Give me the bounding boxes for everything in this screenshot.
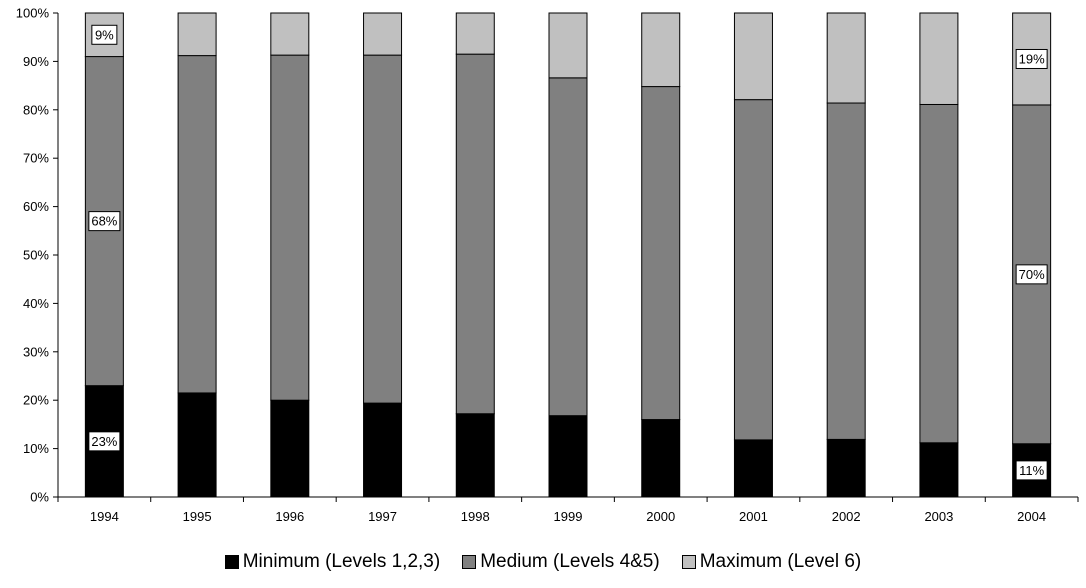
y-axis: 0% 10% 20% 30% 40% 50% 60% 70% 80% 90% 100% [16, 6, 59, 505]
data-label: 23% [91, 434, 117, 449]
bar-segment-minimum-2000 [641, 419, 681, 498]
bar-segment-maximum-2003 [919, 12, 959, 105]
x-tick-label: 1996 [275, 509, 304, 524]
data-label: 70% [1019, 267, 1045, 282]
bar-segment-maximum-2000 [641, 12, 681, 88]
legend: Minimum (Levels 1,2,3) Medium (Levels 4&… [0, 549, 1086, 575]
bar-segment-minimum-1998 [455, 413, 495, 498]
bar-segment-minimum-2002 [826, 438, 866, 498]
data-label-box [88, 211, 121, 232]
bar-segment-minimum-1997 [363, 402, 403, 498]
bar-segment-maximum-2001 [733, 12, 773, 101]
bar-segment-medium-2001 [733, 99, 773, 441]
bar-segment-maximum-2002 [826, 12, 866, 104]
data-label-box [1015, 48, 1048, 69]
y-tick-label: 90% [23, 54, 49, 69]
bar-segment-medium-2003 [919, 103, 959, 444]
x-tick-label: 2000 [646, 509, 675, 524]
legend-label-minimum: Minimum (Levels 1,2,3) [242, 551, 441, 572]
bar-segment-maximum-1995 [177, 12, 217, 57]
x-tick-label: 1997 [368, 509, 397, 524]
bar-segment-maximum-1997 [363, 12, 403, 56]
bars [84, 12, 1052, 498]
data-label-box [1015, 264, 1048, 285]
bar-segment-medium-1999 [548, 77, 588, 417]
y-tick-label: 40% [23, 296, 49, 311]
bar-segment-medium-1996 [270, 54, 310, 401]
y-tick-label: 60% [23, 199, 49, 214]
bar-segment-medium-2000 [641, 86, 681, 421]
bar-segment-minimum-1995 [177, 392, 217, 498]
bar-segment-medium-1995 [177, 55, 217, 394]
legend-item-medium: Medium (Levels 4&5) [462, 551, 660, 573]
bar-segment-maximum-1998 [455, 12, 495, 55]
bar-segment-maximum-1999 [548, 12, 588, 79]
stacked-bar-chart: 0%10%20%30%40%50%60%70%80%90%100% 1994 19… [16, 6, 1079, 524]
bar-segment-medium-2002 [826, 102, 866, 440]
data-label: 68% [91, 214, 117, 229]
bar-segment-minimum-1996 [270, 399, 310, 498]
data-label: 9% [95, 27, 114, 42]
bar-segment-maximum-1996 [270, 12, 310, 56]
x-tick-label: 1999 [554, 509, 583, 524]
x-tick-label: 2002 [832, 509, 861, 524]
legend-label-maximum: Maximum (Level 6) [699, 551, 862, 572]
legend-swatch-maximum [681, 555, 696, 569]
legend-item-minimum: Minimum (Levels 1,2,3) [224, 551, 441, 573]
x-tick-label: 1995 [183, 509, 212, 524]
bar-segment-medium-1997 [363, 54, 403, 404]
bar-segment-minimum-2001 [733, 439, 773, 498]
y-tick-label: 20% [23, 393, 49, 408]
y-tick-label: 80% [23, 102, 49, 117]
data-label-box [1015, 460, 1048, 481]
y-tick-label: 70% [23, 151, 49, 166]
x-tick-label: 1994 [90, 509, 119, 524]
bar-segment-minimum-1999 [548, 415, 588, 498]
data-label: 11% [1019, 463, 1044, 478]
y-tick-label: 30% [23, 344, 49, 359]
y-tick-label: 10% [23, 441, 49, 456]
y-tick-label: 0% [30, 490, 49, 505]
legend-swatch-medium [462, 555, 477, 569]
x-axis: 1994 1995 1996 1997 1998 1999 2000 2001 2002 2003… [57, 496, 1079, 524]
x-tick-label: 1998 [461, 509, 490, 524]
x-tick-label: 2001 [739, 509, 768, 524]
data-label-box [88, 431, 121, 452]
y-tick-label: 50% [23, 248, 49, 263]
legend-label-medium: Medium (Levels 4&5) [480, 551, 660, 572]
data-labels: 23% 68% 9% 11% 70% 19% [88, 24, 1048, 481]
legend-swatch-minimum [224, 555, 239, 569]
x-tick-label: 2003 [924, 509, 953, 524]
legend-item-maximum: Maximum (Level 6) [681, 551, 862, 573]
x-tick-label: 2004 [1017, 509, 1046, 524]
bar-segment-medium-1998 [455, 53, 495, 415]
data-label-box [91, 24, 118, 45]
data-label: 19% [1019, 51, 1045, 66]
bar-segment-minimum-2003 [919, 442, 959, 498]
y-tick-label: 100% [16, 6, 50, 21]
